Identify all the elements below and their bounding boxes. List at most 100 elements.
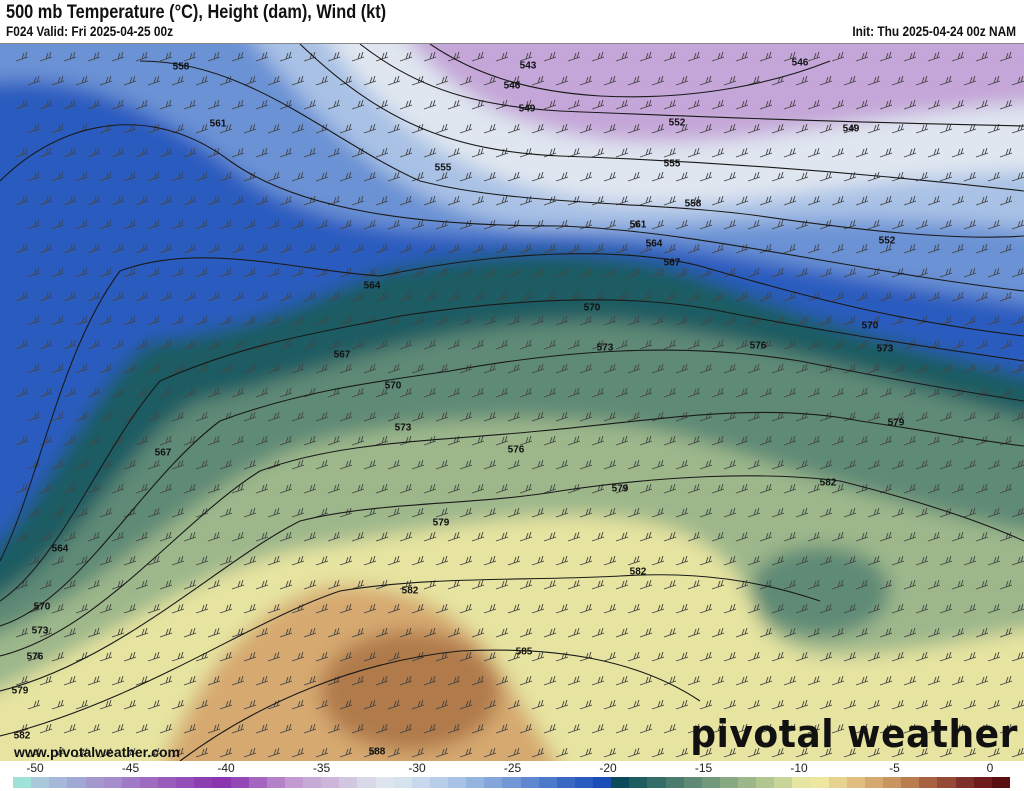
wind-barb [783, 579, 797, 590]
wind-barb [51, 171, 65, 182]
wind-barb [747, 747, 761, 758]
wind-barb [447, 291, 461, 302]
wind-barb [339, 315, 353, 326]
wind-barb [387, 75, 401, 86]
wind-barb [207, 51, 221, 62]
wind-barb [975, 51, 989, 62]
wind-barb [951, 291, 965, 302]
wind-barb [495, 627, 509, 638]
wind-barb [687, 339, 701, 350]
wind-barb [711, 291, 725, 302]
wind-barb [759, 51, 773, 62]
wind-barb [963, 267, 977, 278]
wind-barb [339, 555, 353, 566]
wind-barb [963, 507, 977, 518]
wind-barb [471, 147, 485, 158]
wind-barb [867, 123, 881, 134]
wind-barb [27, 75, 41, 86]
wind-barb [639, 195, 653, 206]
wind-barb [891, 363, 905, 374]
wind-barb [855, 483, 869, 494]
wind-barb [915, 219, 929, 230]
wind-barb [927, 339, 941, 350]
wind-barb [219, 651, 233, 662]
wind-barb [843, 75, 857, 86]
website-url[interactable]: www.pivotalweather.com [14, 744, 180, 760]
wind-barb [711, 483, 725, 494]
wind-barb [555, 603, 569, 614]
wind-barb [423, 147, 437, 158]
wind-barb [255, 195, 269, 206]
wind-barb [639, 675, 653, 686]
wind-barb [987, 459, 1001, 470]
wind-barb [183, 147, 197, 158]
wind-barb [867, 507, 881, 518]
wind-barb [123, 315, 137, 326]
wind-barb [555, 555, 569, 566]
wind-barb [783, 339, 797, 350]
wind-barb [399, 387, 413, 398]
wind-barb [303, 723, 317, 734]
wind-barb [147, 555, 161, 566]
wind-barb [795, 699, 809, 710]
wind-barb [375, 243, 389, 254]
wind-barb [591, 435, 605, 446]
wind-barb [615, 435, 629, 446]
wind-barb [735, 387, 749, 398]
wind-barb [123, 171, 137, 182]
contour-label: 555 [663, 158, 681, 170]
wind-barb [711, 339, 725, 350]
wind-barb [783, 675, 797, 686]
wind-barb [207, 387, 221, 398]
wind-barb [711, 195, 725, 206]
wind-barb [507, 651, 521, 662]
contour-label: 558 [172, 61, 190, 73]
wind-barb [123, 651, 137, 662]
wind-barb [387, 507, 401, 518]
wind-barb [735, 675, 749, 686]
wind-barb [831, 291, 845, 302]
colorbar-swatch [593, 777, 612, 788]
wind-barb [375, 723, 389, 734]
wind-barb [435, 315, 449, 326]
wind-barb [207, 579, 221, 590]
wind-barb [879, 243, 893, 254]
wind-barb [927, 147, 941, 158]
wind-barb [483, 555, 497, 566]
wind-barb [867, 363, 881, 374]
wind-barb [159, 339, 173, 350]
wind-barb [123, 75, 137, 86]
wind-barb [171, 171, 185, 182]
wind-barb [75, 459, 89, 470]
wind-barb [243, 507, 257, 518]
wind-barb [723, 699, 737, 710]
wind-barb [255, 579, 269, 590]
wind-barb [243, 267, 257, 278]
wind-barb [963, 651, 977, 662]
wind-barb [507, 459, 521, 470]
wind-barb [807, 195, 821, 206]
wind-barb [771, 747, 785, 758]
wind-barb [891, 651, 905, 662]
weather-map[interactable]: 543 546 549 552 555 558 561 564 567 570 573 576 579 5… [0, 43, 1024, 761]
wind-barb [27, 219, 41, 230]
colorbar-tick: -20 [599, 761, 617, 775]
wind-barb [711, 675, 725, 686]
wind-barb [243, 363, 257, 374]
wind-barb [939, 123, 953, 134]
contour-label: 549 [518, 103, 536, 115]
wind-barb [459, 603, 473, 614]
wind-barb [351, 51, 365, 62]
wind-barb [831, 723, 845, 734]
wind-barb [663, 291, 677, 302]
wind-barb [279, 531, 293, 542]
wind-barb [435, 411, 449, 422]
wind-barb [771, 603, 785, 614]
wind-barb [231, 723, 245, 734]
wind-barb [195, 747, 209, 758]
wind-barb [855, 435, 869, 446]
wind-barb [255, 435, 269, 446]
wind-barb [423, 339, 437, 350]
wind-barb [663, 675, 677, 686]
wind-barb [471, 387, 485, 398]
